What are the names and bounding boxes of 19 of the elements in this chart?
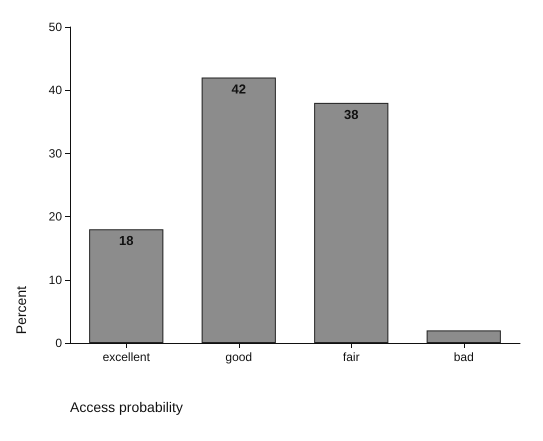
x-tick-label: excellent <box>102 350 151 364</box>
bar <box>202 78 276 343</box>
data-label: 18 <box>119 233 134 248</box>
x-tick-label: good <box>225 350 252 364</box>
bar <box>314 102 388 343</box>
y-tick-label: 50 <box>48 20 62 34</box>
bar <box>89 229 164 343</box>
y-tick-label: 30 <box>48 146 62 160</box>
bar <box>426 330 501 343</box>
data-label: 38 <box>344 106 358 122</box>
y-tick-label: 20 <box>48 210 62 224</box>
data-label: 42 <box>232 82 246 97</box>
y-tick-label: 40 <box>48 83 62 98</box>
x-tick-label: fair <box>342 350 360 364</box>
x-tick-label: bad <box>454 350 474 364</box>
y-tick-label: 0 <box>55 336 62 350</box>
y-axis-title: Percent <box>13 286 29 334</box>
y-tick-label: 10 <box>48 272 62 287</box>
x-axis-title: Access probability <box>70 399 183 415</box>
